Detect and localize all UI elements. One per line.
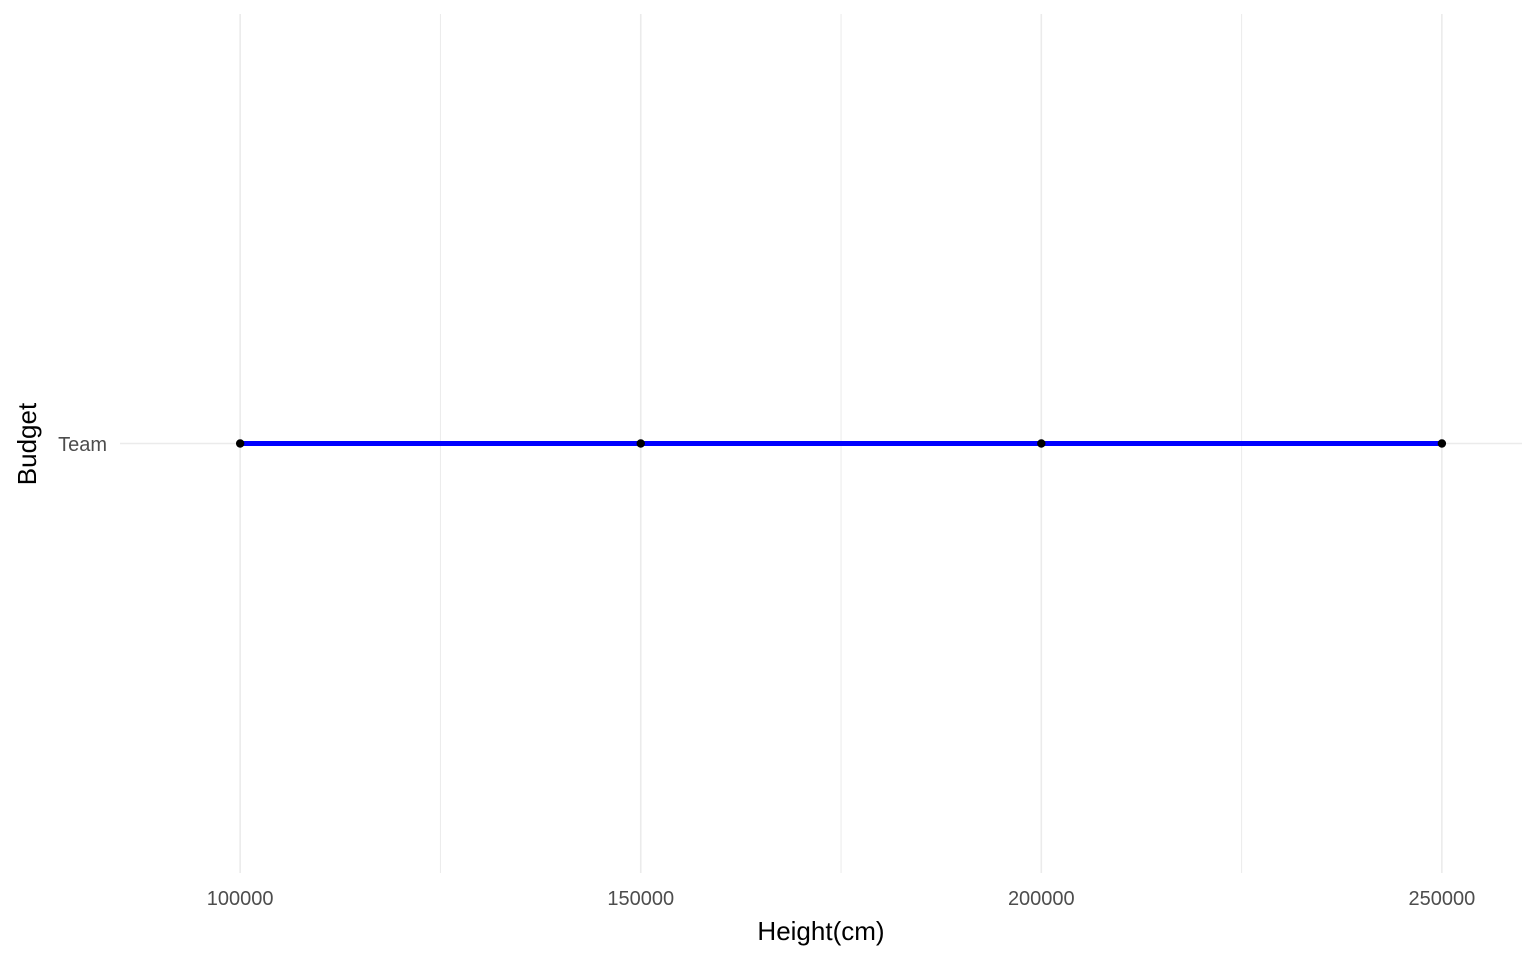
x-tick-label: 150000 <box>607 888 674 910</box>
y-axis-title: Budget <box>12 402 42 485</box>
data-point <box>1037 439 1046 448</box>
x-tick-label: 250000 <box>1409 888 1476 910</box>
y-tick-label: Team <box>58 434 107 456</box>
data-layer <box>235 439 1447 448</box>
data-point <box>1437 439 1447 448</box>
x-tick-label: 200000 <box>1008 888 1075 910</box>
data-point <box>636 439 645 448</box>
data-point <box>235 439 245 448</box>
x-axis-title: Height(cm) <box>757 916 884 946</box>
axes: 100000 150000 200000 250000 Team <box>58 434 1475 910</box>
x-tick-label: 100000 <box>207 888 274 910</box>
